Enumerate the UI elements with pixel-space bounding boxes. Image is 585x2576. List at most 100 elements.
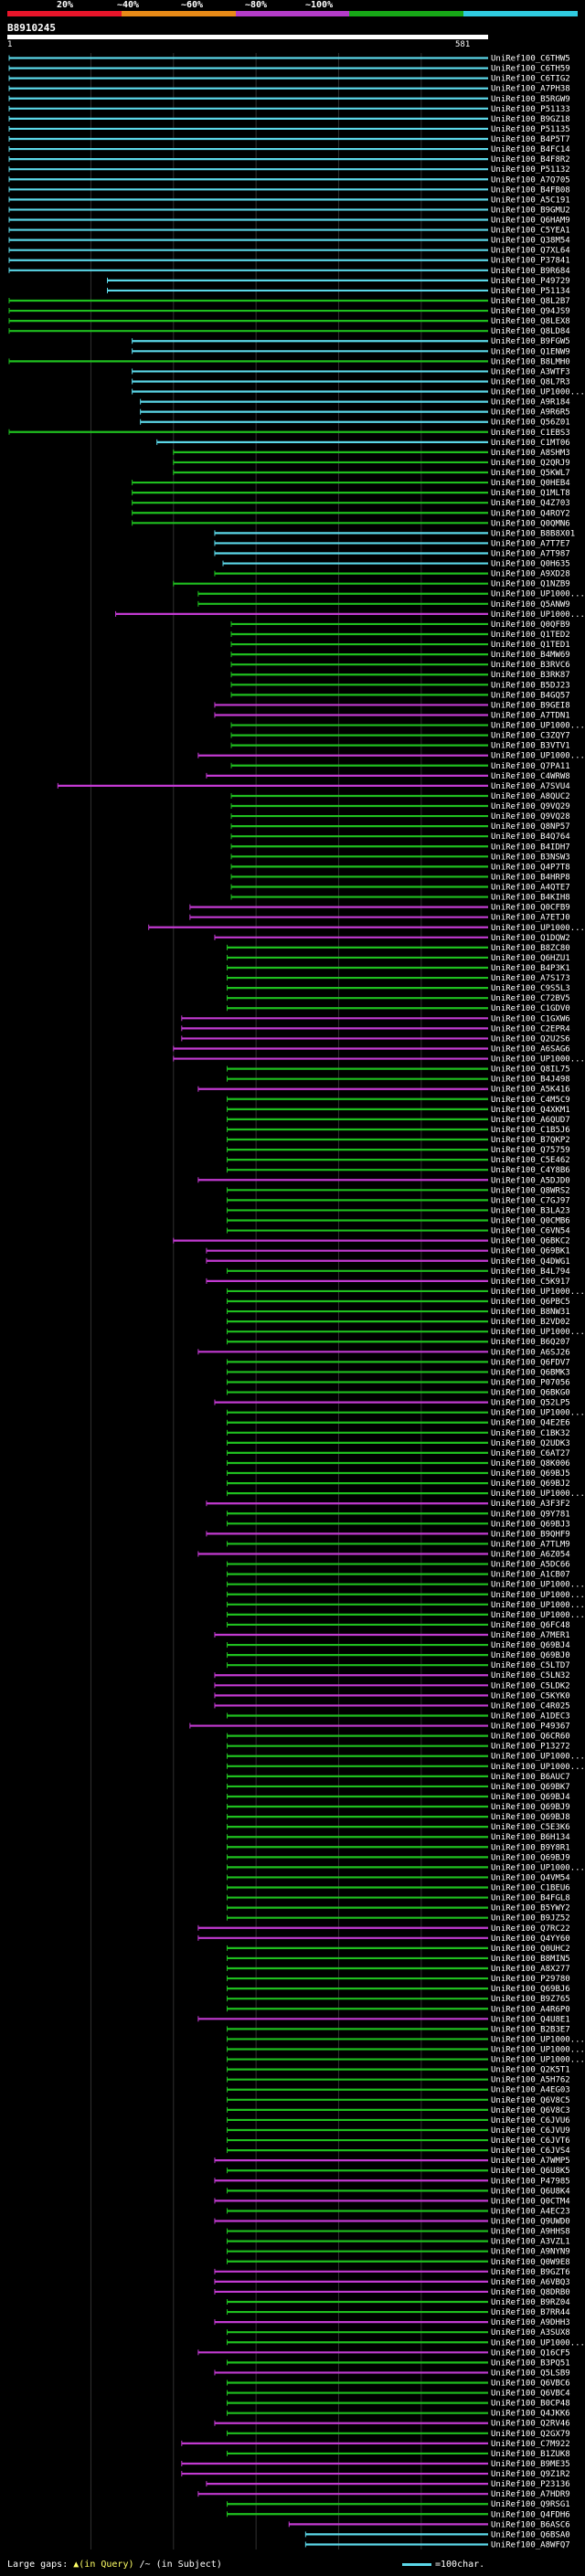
hit-label: UniRef100_A9HHS8 bbox=[491, 2228, 570, 2237]
hit-label: UniRef100_Q6V8C5 bbox=[491, 2096, 570, 2105]
hit-label: UniRef100_B7RR44 bbox=[491, 2308, 570, 2317]
hit-label: UniRef100_P13272 bbox=[491, 1743, 570, 1752]
hit-label: UniRef100_A3F3F2 bbox=[491, 1500, 570, 1509]
hit-label: UniRef100_UP1000... bbox=[491, 1591, 585, 1600]
hit-label: UniRef100_B9GEI8 bbox=[491, 701, 570, 710]
query-bar bbox=[7, 35, 488, 39]
hit-label: UniRef100_C4WRW8 bbox=[491, 772, 570, 781]
hit-label: UniRef100_Q69BJ3 bbox=[491, 1520, 570, 1529]
hit-label: UniRef100_Q6FC48 bbox=[491, 1621, 570, 1630]
hit-label: UniRef100_B4HRP8 bbox=[491, 873, 570, 882]
hit-label: UniRef100_B4FC14 bbox=[491, 145, 570, 154]
legend-large-gaps: Large gaps: ▲(in Query) /~ (in Subject) bbox=[7, 2560, 222, 2570]
hit-label: UniRef100_B4KIH8 bbox=[491, 894, 570, 903]
color-scale-segment bbox=[349, 11, 464, 16]
hit-label: UniRef100_Q69BJ4 bbox=[491, 1793, 570, 1802]
hit-label: UniRef100_A7S173 bbox=[491, 974, 570, 983]
hit-label: UniRef100_Q69BJ4 bbox=[491, 1641, 570, 1650]
hit-label: UniRef100_Q9Y781 bbox=[491, 1510, 570, 1519]
hit-label: UniRef100_Q0QFB9 bbox=[491, 620, 570, 630]
hit-label: UniRef100_Q2GX79 bbox=[491, 2430, 570, 2439]
hit-label: UniRef100_Q2U2S6 bbox=[491, 1034, 570, 1044]
hit-label: UniRef100_Q4E2E6 bbox=[491, 1419, 570, 1428]
hit-label: UniRef100_Q8IL75 bbox=[491, 1065, 570, 1075]
hit-label: UniRef100_C1BEU6 bbox=[491, 1884, 570, 1893]
hit-label: UniRef100_A5H762 bbox=[491, 2076, 570, 2085]
hit-label: UniRef100_C9S5L3 bbox=[491, 984, 570, 993]
hit-label: UniRef100_C1B5J6 bbox=[491, 1126, 570, 1135]
hit-label: UniRef100_Q6U8K5 bbox=[491, 2167, 570, 2176]
hit-label: UniRef100_B6ASC6 bbox=[491, 2520, 570, 2529]
color-scale-label: ~60% bbox=[181, 0, 204, 10]
hit-label: UniRef100_C2EPR4 bbox=[491, 1024, 570, 1034]
hit-label: UniRef100_UP1000... bbox=[491, 1753, 585, 1762]
hit-label: UniRef100_UP1000... bbox=[491, 1328, 585, 1337]
hit-label: UniRef100_Q0W9E8 bbox=[491, 2258, 570, 2267]
hit-label: UniRef100_C5LTD7 bbox=[491, 1661, 570, 1670]
color-scale-label: 20% bbox=[57, 0, 74, 10]
hit-label: UniRef100_Q0UHC2 bbox=[491, 1945, 570, 1954]
hit-label: UniRef100_B4GQ57 bbox=[491, 691, 570, 700]
color-scale-segment bbox=[121, 11, 236, 16]
hit-label: UniRef100_Q69BJ5 bbox=[491, 1469, 570, 1479]
hit-label: UniRef100_C5KYK0 bbox=[491, 1691, 570, 1701]
hit-label: UniRef100_P23136 bbox=[491, 2480, 570, 2489]
hit-label: UniRef100_A9R184 bbox=[491, 398, 570, 408]
hit-label: UniRef100_Q2UDK3 bbox=[491, 1439, 570, 1448]
hit-label: UniRef100_Q69BJ2 bbox=[491, 1479, 570, 1489]
hit-label: UniRef100_C6TIG2 bbox=[491, 75, 570, 84]
hit-label: UniRef100_B8MIN5 bbox=[491, 1955, 570, 1964]
hit-label: UniRef100_Q6V8C3 bbox=[491, 2106, 570, 2115]
hit-label: UniRef100_Q6BKG0 bbox=[491, 1389, 570, 1398]
legend-large-gaps-label: Large gaps: bbox=[7, 2560, 69, 2570]
hit-label: UniRef100_A7TDN1 bbox=[491, 711, 570, 720]
hit-label: UniRef100_A1DEC3 bbox=[491, 1712, 570, 1721]
hit-label: UniRef100_UP1000... bbox=[491, 2056, 585, 2065]
hit-label: UniRef100_A7ETJ0 bbox=[491, 914, 570, 923]
hit-label: UniRef100_B9ME35 bbox=[491, 2460, 570, 2469]
hit-label: UniRef100_UP1000... bbox=[491, 1763, 585, 1772]
hit-label: UniRef100_Q8LD84 bbox=[491, 327, 570, 336]
hit-label: UniRef100_B6Q207 bbox=[491, 1338, 570, 1347]
query-id: B8910245 bbox=[7, 22, 56, 34]
hit-label: UniRef100_A4R6P0 bbox=[491, 2005, 570, 2014]
color-scale-segment bbox=[7, 11, 122, 16]
hit-label: UniRef100_A8WFQ7 bbox=[491, 2540, 570, 2549]
hit-label: UniRef100_Q2K5T1 bbox=[491, 2066, 570, 2075]
hit-label: UniRef100_Q6HAM9 bbox=[491, 217, 570, 226]
hit-label: UniRef100_Q6VBC4 bbox=[491, 2390, 570, 2399]
hit-label: UniRef100_Q4ROY2 bbox=[491, 509, 570, 518]
hit-label: UniRef100_B7QKP2 bbox=[491, 1136, 570, 1145]
hit-label: UniRef100_Q4VM54 bbox=[491, 1873, 570, 1882]
hit-label: UniRef100_Q9Z1R2 bbox=[491, 2470, 570, 2479]
hit-label: UniRef100_B9GZ18 bbox=[491, 115, 570, 124]
hit-label: UniRef100_UP1000... bbox=[491, 1611, 585, 1620]
hit-label: UniRef100_B4FGL8 bbox=[491, 1894, 570, 1903]
hit-label: UniRef100_Q4XKM1 bbox=[491, 1106, 570, 1115]
hit-label: UniRef100_UP1000... bbox=[491, 2035, 585, 2044]
hit-label: UniRef100_UP1000... bbox=[491, 722, 585, 731]
hit-label: UniRef100_Q8DRB0 bbox=[491, 2288, 570, 2297]
hit-label: UniRef100_B9Z765 bbox=[491, 1995, 570, 2004]
hit-label: UniRef100_B9RZ04 bbox=[491, 2298, 570, 2307]
hit-label: UniRef100_P51132 bbox=[491, 165, 570, 175]
hit-label: UniRef100_Q9VQ29 bbox=[491, 802, 570, 811]
hit-label: UniRef100_Q1TED1 bbox=[491, 641, 570, 650]
hit-label: UniRef100_Q2RV46 bbox=[491, 2420, 570, 2429]
hit-label: UniRef100_B6H134 bbox=[491, 1833, 570, 1842]
hit-label: UniRef100_A6Z054 bbox=[491, 1551, 570, 1560]
hit-label: UniRef100_A3VZL1 bbox=[491, 2238, 570, 2247]
hit-label: UniRef100_C1BK32 bbox=[491, 1429, 570, 1438]
hit-label: UniRef100_UP1000... bbox=[491, 1409, 585, 1418]
hit-label: UniRef100_Q1NZB9 bbox=[491, 580, 570, 589]
hit-label: UniRef100_UP1000... bbox=[491, 1055, 585, 1065]
hit-label: UniRef100_B4FB08 bbox=[491, 186, 570, 195]
hit-label: UniRef100_Q69BJ8 bbox=[491, 1813, 570, 1822]
hit-label: UniRef100_B9QHF9 bbox=[491, 1530, 570, 1539]
hit-label: UniRef100_A7PH38 bbox=[491, 85, 570, 94]
hit-label: UniRef100_A6QUD7 bbox=[491, 1116, 570, 1125]
hit-label: UniRef100_P47985 bbox=[491, 2177, 570, 2186]
hit-label: UniRef100_P51135 bbox=[491, 125, 570, 134]
hit-label: UniRef100_Q1TED2 bbox=[491, 631, 570, 640]
hit-label: UniRef100_B3NSW3 bbox=[491, 853, 570, 862]
